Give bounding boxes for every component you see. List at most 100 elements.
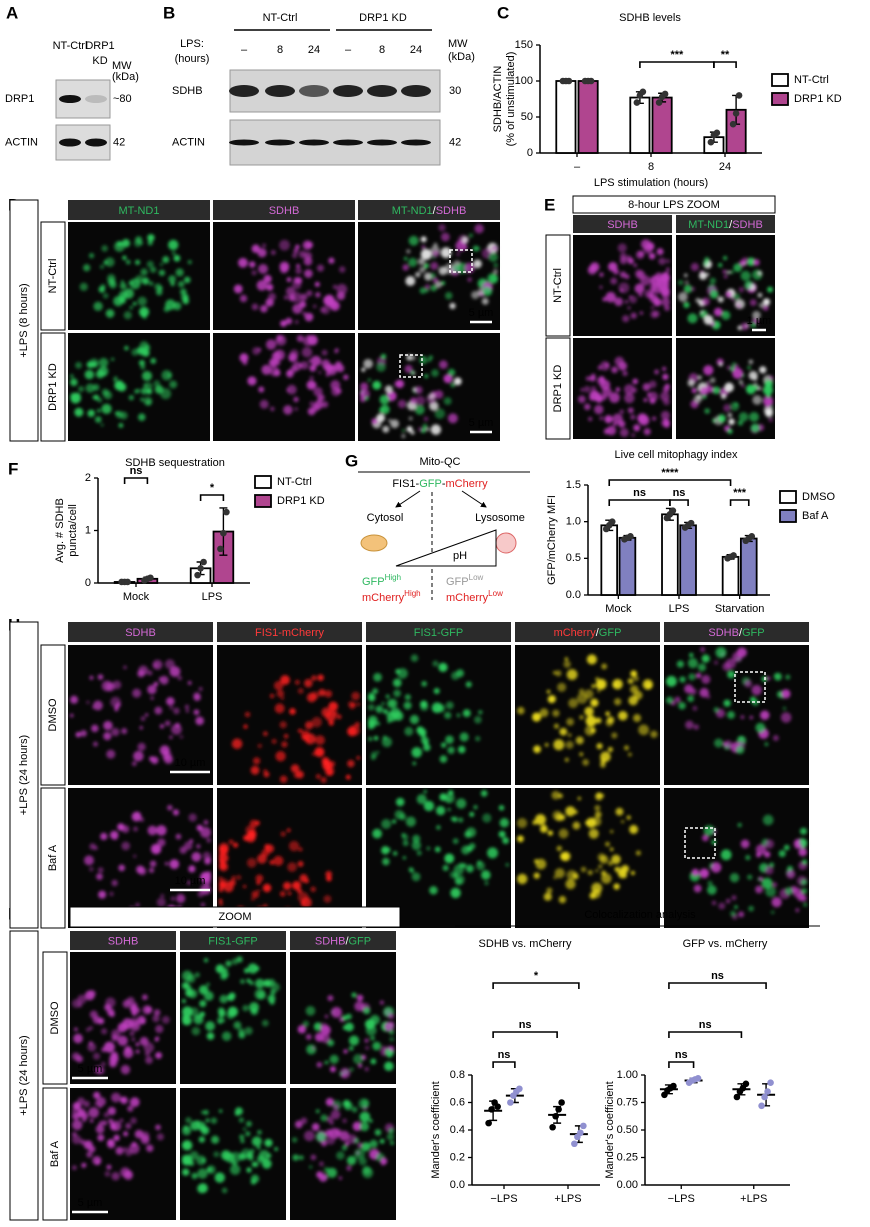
signal-blob <box>599 855 609 864</box>
signal-blob <box>690 286 696 292</box>
data-point <box>707 138 715 146</box>
signal-blob <box>220 970 229 979</box>
signal-blob <box>269 693 275 699</box>
signal-blob <box>88 1026 93 1031</box>
signal-blob <box>125 259 131 265</box>
signal-blob <box>652 310 660 318</box>
signal-blob <box>179 846 187 854</box>
signal-blob <box>257 743 262 749</box>
signal-blob <box>133 1007 141 1014</box>
signal-blob <box>762 298 771 306</box>
signal-blob <box>590 385 597 392</box>
signal-blob <box>648 380 657 389</box>
significance-bracket <box>492 1031 558 1038</box>
signal-blob <box>221 1187 228 1194</box>
signal-blob <box>153 663 158 668</box>
signal-blob <box>351 992 357 998</box>
signal-blob <box>140 387 148 395</box>
signal-blob <box>369 1119 373 1123</box>
signal-blob <box>372 828 382 839</box>
signal-blob <box>718 415 726 423</box>
signal-blob <box>273 855 284 866</box>
signal-blob <box>203 820 209 825</box>
micrograph-signal <box>72 1091 164 1181</box>
signal-blob <box>379 1138 385 1144</box>
signal-blob <box>758 302 765 308</box>
signal-blob <box>363 358 373 369</box>
column-header-label-part: SDHB <box>708 627 739 639</box>
signal-blob <box>404 726 414 736</box>
signal-blob <box>326 1135 336 1145</box>
arrow <box>395 490 421 508</box>
signal-blob <box>252 757 261 765</box>
signal-blob <box>627 306 631 310</box>
signal-blob <box>238 1152 246 1161</box>
signal-blob <box>207 871 212 876</box>
signal-blob <box>749 715 754 720</box>
signal-blob <box>585 820 590 825</box>
signal-blob <box>687 695 695 703</box>
signal-blob <box>100 423 104 427</box>
signal-blob <box>445 701 454 710</box>
signal-blob <box>341 1144 348 1151</box>
signal-blob <box>349 1067 354 1072</box>
data-point <box>558 1099 565 1106</box>
signal-blob <box>759 366 767 374</box>
signal-blob <box>330 1109 341 1120</box>
signal-blob <box>741 384 745 388</box>
signal-blob <box>747 874 753 880</box>
signal-blob <box>386 1133 394 1141</box>
signal-blob <box>689 652 694 658</box>
signal-blob <box>439 755 448 763</box>
signal-blob <box>696 672 702 679</box>
signal-blob <box>328 701 339 712</box>
signal-blob <box>219 854 223 859</box>
signal-blob <box>600 751 611 763</box>
signal-blob <box>678 279 684 286</box>
signal-blob <box>766 676 771 681</box>
zoom-box <box>684 827 716 859</box>
significance-bracket <box>199 494 225 501</box>
signal-blob <box>397 668 408 679</box>
column-header <box>290 931 396 950</box>
signal-blob <box>764 742 769 747</box>
signal-blob <box>168 239 179 251</box>
signal-blob <box>582 759 589 766</box>
signal-blob <box>712 386 721 395</box>
signal-blob <box>683 301 690 309</box>
signal-blob <box>325 372 330 377</box>
signal-blob <box>269 860 275 865</box>
signal-blob <box>611 732 618 739</box>
signal-blob <box>685 720 694 730</box>
signal-blob <box>390 419 400 429</box>
signal-blob <box>233 284 243 294</box>
signal-blob <box>430 424 442 435</box>
signal-blob <box>632 714 642 723</box>
column-header <box>358 200 500 220</box>
signal-blob <box>131 348 139 356</box>
signal-blob <box>232 842 239 848</box>
signal-blob <box>152 1014 160 1023</box>
signal-blob <box>732 651 743 663</box>
signal-blob <box>182 1154 193 1166</box>
signal-blob <box>599 416 604 421</box>
signal-blob <box>274 703 285 714</box>
signal-blob <box>553 739 565 751</box>
signal-blob <box>584 403 591 411</box>
signal-blob <box>147 240 153 246</box>
signal-blob <box>306 380 316 390</box>
signal-blob <box>103 720 113 731</box>
signal-blob <box>751 684 762 696</box>
signal-blob <box>623 384 635 395</box>
signal-blob <box>329 300 340 311</box>
signal-blob <box>193 1014 204 1025</box>
signal-blob <box>84 990 95 1001</box>
signal-blob <box>140 268 148 276</box>
signal-blob <box>342 1015 348 1021</box>
signal-blob <box>420 700 428 709</box>
signal-blob <box>188 813 197 822</box>
signal-blob <box>435 281 442 288</box>
signal-blob <box>268 978 276 987</box>
signal-blob <box>662 366 667 371</box>
signal-blob <box>333 711 338 716</box>
